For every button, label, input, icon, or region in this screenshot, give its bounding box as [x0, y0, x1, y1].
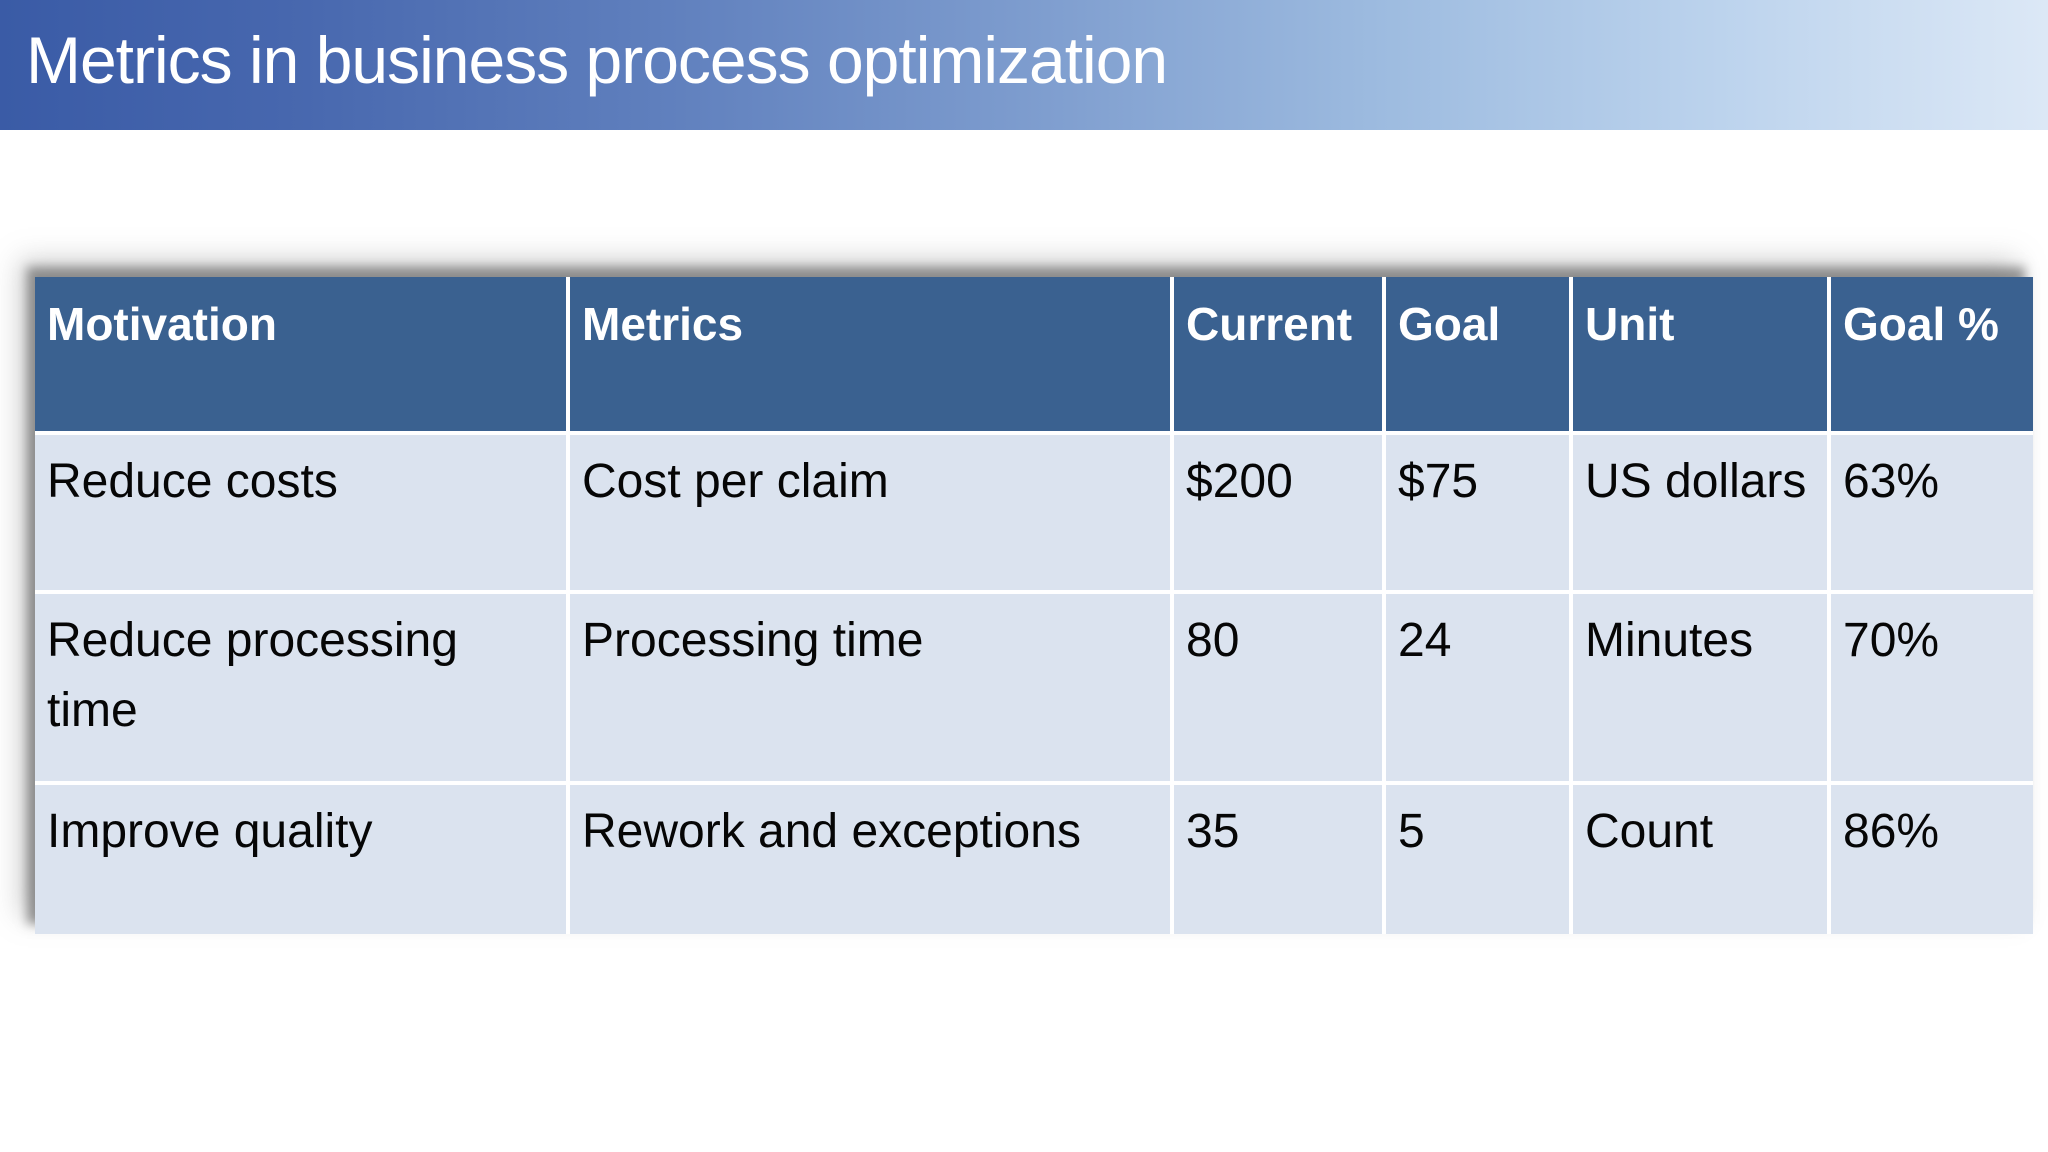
table-cell: 86% — [1831, 785, 2033, 934]
table-cell: Cost per claim — [570, 435, 1170, 590]
column-header-motivation: Motivation — [35, 277, 566, 431]
column-header-goal-percent: Goal % — [1831, 277, 2033, 431]
page-title: Metrics in business process optimization — [26, 23, 1168, 97]
table-cell: 80 — [1174, 594, 1382, 781]
table-cell: Improve quality — [35, 785, 566, 934]
table-cell: 24 — [1386, 594, 1569, 781]
table-cell: Reduce processing time — [35, 594, 566, 781]
table-cell: 63% — [1831, 435, 2033, 590]
column-header-goal: Goal — [1386, 277, 1569, 431]
table-cell: 35 — [1174, 785, 1382, 934]
column-header-current: Current — [1174, 277, 1382, 431]
table-cell: Count — [1573, 785, 1827, 934]
table-cell: Minutes — [1573, 594, 1827, 781]
table-cell: Reduce costs — [35, 435, 566, 590]
table-cell: US dollars — [1573, 435, 1827, 590]
table-cell: $200 — [1174, 435, 1382, 590]
column-header-metrics: Metrics — [570, 277, 1170, 431]
metrics-table: Motivation Metrics Current Goal Unit Goa… — [35, 277, 2033, 934]
table-cell: Rework and exceptions — [570, 785, 1170, 934]
table-cell: $75 — [1386, 435, 1569, 590]
table-cell: Processing time — [570, 594, 1170, 781]
slide-title-bar: Metrics in business process optimization — [0, 0, 2048, 130]
table-cell: 70% — [1831, 594, 2033, 781]
table-cell: 5 — [1386, 785, 1569, 934]
column-header-unit: Unit — [1573, 277, 1827, 431]
